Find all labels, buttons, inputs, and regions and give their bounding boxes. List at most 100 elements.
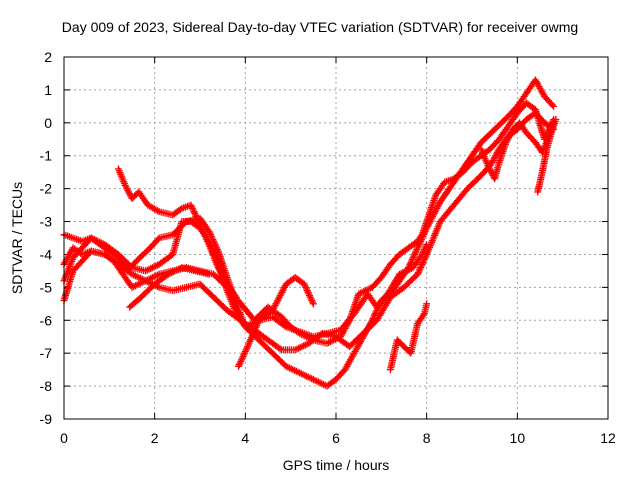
data-point <box>550 102 558 110</box>
data-point <box>418 260 426 268</box>
data-point <box>235 361 243 369</box>
data-point <box>276 345 284 353</box>
data-point <box>241 349 249 357</box>
data-point <box>194 218 202 226</box>
data-point <box>421 244 429 252</box>
chart-title: Day 009 of 2023, Sidereal Day-to-day VTE… <box>61 19 579 35</box>
data-point <box>415 267 423 275</box>
y-tick-label: -8 <box>40 378 53 394</box>
data-point <box>192 213 200 221</box>
data-point <box>419 311 427 319</box>
data-point <box>410 252 418 260</box>
y-tick-label: -9 <box>40 411 53 427</box>
data-point <box>414 244 422 252</box>
data-point <box>345 318 353 326</box>
data-point <box>306 292 314 300</box>
data-point <box>305 290 313 298</box>
data-point <box>187 201 195 209</box>
data-point <box>419 259 427 267</box>
data-point <box>411 249 419 257</box>
x-axis-label: GPS time / hours <box>282 457 390 473</box>
data-point <box>201 232 209 240</box>
data-point <box>419 249 427 257</box>
data-point <box>207 231 215 239</box>
data-point <box>203 236 211 244</box>
x-tick-label: 10 <box>510 430 526 446</box>
data-point <box>423 241 431 249</box>
data-point <box>411 250 419 258</box>
data-point <box>204 237 212 245</box>
y-tick-label: -4 <box>40 246 53 262</box>
data-point <box>309 298 317 306</box>
data-point <box>196 221 204 229</box>
data-point <box>193 214 201 222</box>
data-point <box>239 352 247 360</box>
y-tick-label: -1 <box>40 148 53 164</box>
data-point <box>208 234 216 242</box>
y-tick-label: -2 <box>40 181 53 197</box>
data-point <box>232 293 240 301</box>
series-arc-2 <box>60 109 558 354</box>
data-point <box>200 229 208 237</box>
plot-frame <box>63 56 609 420</box>
data-point <box>548 101 556 109</box>
data-point <box>236 359 244 367</box>
data-point <box>414 270 422 278</box>
x-tick-label: 0 <box>60 430 68 446</box>
data-point <box>238 354 246 362</box>
data-point <box>188 204 196 212</box>
data-point <box>238 356 246 364</box>
series-arc-10 <box>534 116 560 196</box>
data-point <box>198 226 206 234</box>
data-point <box>413 246 421 254</box>
data-layer <box>60 76 560 390</box>
x-tick-label: 6 <box>332 430 340 446</box>
data-point <box>423 300 431 308</box>
data-point <box>422 242 430 250</box>
data-point <box>414 269 422 277</box>
data-point <box>202 234 210 242</box>
data-point <box>241 348 249 356</box>
data-point <box>306 293 314 301</box>
data-point <box>209 236 217 244</box>
y-tick-label: 2 <box>44 49 52 65</box>
data-point <box>197 222 205 230</box>
data-point <box>190 208 198 216</box>
series-arc-6 <box>126 264 213 311</box>
data-point <box>210 239 218 247</box>
data-point <box>416 265 424 273</box>
data-point <box>303 287 311 295</box>
grid <box>64 57 608 419</box>
data-point <box>201 231 209 239</box>
data-point <box>194 216 202 224</box>
data-point <box>188 203 196 211</box>
data-point <box>304 288 312 296</box>
data-point <box>189 206 197 214</box>
data-point <box>409 254 417 262</box>
data-point <box>191 211 199 219</box>
series-arc-7 <box>235 273 317 370</box>
data-point <box>199 227 207 235</box>
data-point <box>198 224 206 232</box>
data-point <box>204 239 212 247</box>
series-arc-8 <box>386 300 431 374</box>
y-tick-label: -6 <box>40 312 53 328</box>
data-point <box>205 270 213 278</box>
data-point <box>242 346 250 354</box>
data-point <box>207 232 215 240</box>
x-tick-label: 12 <box>600 430 616 446</box>
data-point <box>212 242 220 250</box>
data-point <box>309 300 317 308</box>
data-point <box>420 246 428 254</box>
data-point <box>408 255 416 263</box>
y-tick-label: -7 <box>40 345 53 361</box>
y-tick-label: 1 <box>44 82 52 98</box>
series-arc-5 <box>114 165 240 301</box>
data-point <box>418 250 426 258</box>
data-point <box>210 237 218 245</box>
x-tick-label: 2 <box>151 430 159 446</box>
data-point <box>213 244 221 252</box>
data-point <box>302 283 310 291</box>
